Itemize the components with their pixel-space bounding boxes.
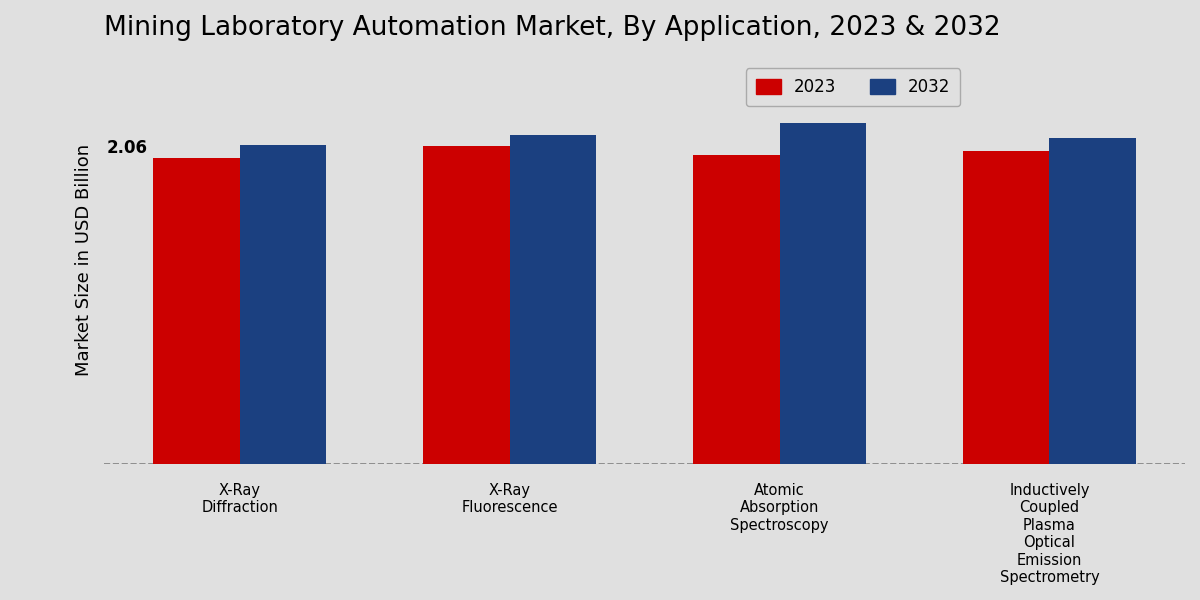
Y-axis label: Market Size in USD Billion: Market Size in USD Billion (74, 144, 94, 376)
Legend: 2023, 2032: 2023, 2032 (745, 68, 960, 106)
Bar (240, 145, 326, 464)
Bar (154, 158, 240, 464)
Text: Mining Laboratory Automation Market, By Application, 2023 & 2032: Mining Laboratory Automation Market, By … (104, 15, 1001, 41)
Bar (510, 134, 596, 464)
Bar (424, 146, 510, 464)
Bar (1050, 137, 1136, 464)
Bar (964, 151, 1050, 464)
Text: 2.06: 2.06 (107, 139, 148, 157)
Bar (694, 155, 780, 464)
Bar (780, 122, 866, 464)
